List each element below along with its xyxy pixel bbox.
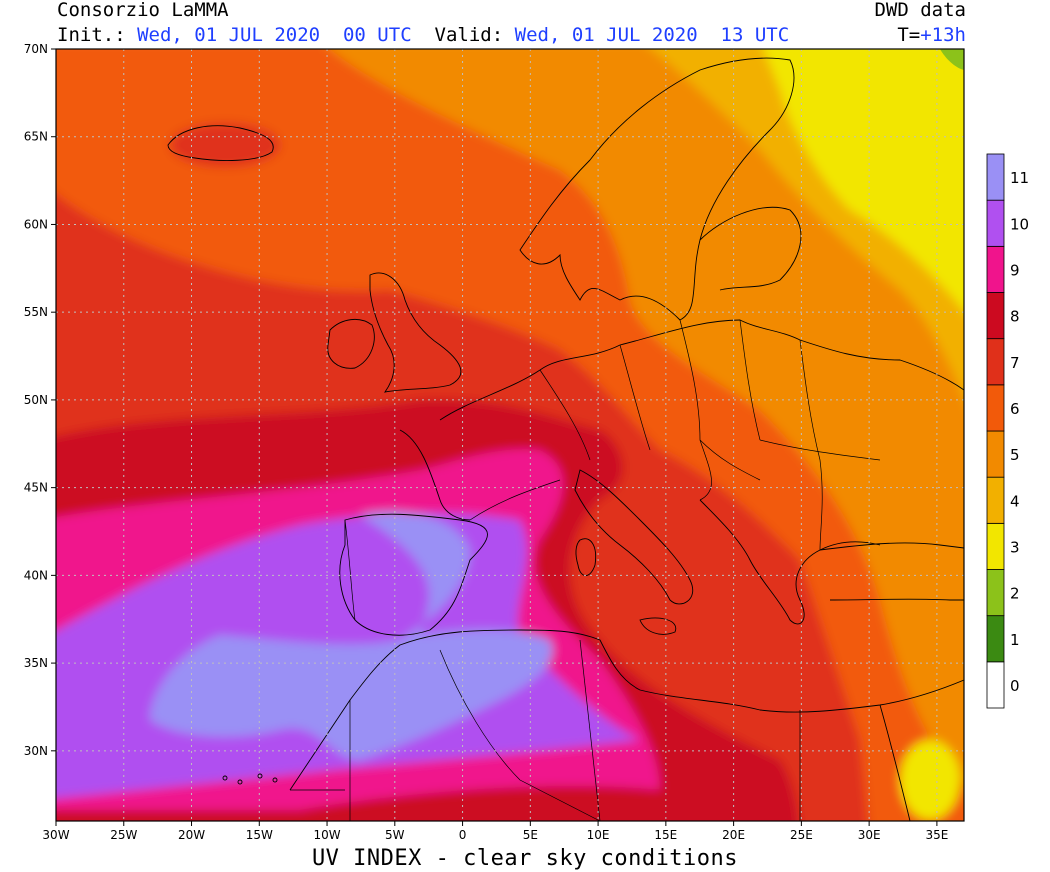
legend-swatch-7	[986, 338, 1005, 386]
lon-tick-label: 30E	[858, 828, 881, 842]
legend-label-7: 7	[1010, 354, 1020, 372]
legend-label-9: 9	[1010, 261, 1020, 279]
latitude-axis: 30N 35N 40N 45N 50N 55N 60N 65N 70N	[24, 42, 56, 758]
uv-index-legend: 0 1 2 3 4 5 6 7 8 9 10 11	[986, 153, 1029, 709]
legend-swatch-4	[986, 476, 1005, 524]
country-borders	[290, 319, 881, 821]
lon-tick-label: 25W	[110, 828, 137, 842]
coastlines	[167, 57, 964, 821]
lat-tick-label: 55N	[24, 305, 48, 319]
valid-label: Valid:	[434, 24, 504, 46]
lon-tick-label: 20E	[722, 828, 745, 842]
organization-title: Consorzio LaMMA	[57, 0, 229, 21]
legend-swatch-5	[986, 430, 1005, 478]
legend-swatch-2	[986, 569, 1005, 617]
legend-label-1: 1	[1010, 631, 1020, 649]
lon-tick-label: 15E	[654, 828, 677, 842]
lon-tick-label: 25E	[790, 828, 813, 842]
longitude-axis: 30W 25W 20W 15W 10W 5W 0 5E 10E 15E 20E 25E 30E 35E	[42, 821, 948, 842]
lat-tick-label: 50N	[24, 393, 48, 407]
lead-time: T=+13h	[897, 24, 966, 46]
uv-field	[56, 49, 964, 821]
legend-label-4: 4	[1010, 492, 1020, 510]
lat-tick-label: 45N	[24, 481, 48, 495]
valid-value: Wed, 01 JUL 2020 13 UTC	[514, 24, 790, 46]
init-value: Wed, 01 JUL 2020 00 UTC	[137, 24, 412, 46]
map-title: UV INDEX - clear sky conditions	[311, 846, 739, 871]
legend-swatch-0	[986, 661, 1005, 709]
data-source: DWD data	[874, 0, 966, 21]
legend-label-5: 5	[1010, 446, 1020, 464]
legend-swatch-10	[986, 199, 1005, 247]
lon-tick-label: 20W	[178, 828, 205, 842]
legend-label-6: 6	[1010, 400, 1020, 418]
lon-tick-label: 15W	[246, 828, 273, 842]
lon-tick-label: 30W	[42, 828, 69, 842]
run-info: Init.: Wed, 01 JUL 2020 00 UTC Valid: We…	[57, 25, 789, 45]
lat-tick-label: 30N	[24, 744, 48, 758]
lat-tick-label: 65N	[24, 130, 48, 144]
legend-label-11: 11	[1010, 169, 1029, 187]
lon-tick-label: 5E	[523, 828, 538, 842]
lat-tick-label: 40N	[24, 568, 48, 582]
legend-swatch-11	[986, 153, 1005, 201]
graticule	[56, 49, 964, 821]
lon-tick-label: 10W	[313, 828, 340, 842]
legend-label-0: 0	[1010, 677, 1020, 695]
map-frame	[55, 48, 965, 822]
lon-tick-label: 0	[459, 828, 467, 842]
legend-label-3: 3	[1010, 538, 1020, 556]
legend-swatch-3	[986, 522, 1005, 570]
lat-tick-label: 70N	[24, 42, 48, 56]
legend-swatch-9	[986, 245, 1005, 293]
legend-swatch-1	[986, 615, 1005, 663]
legend-label-10: 10	[1010, 215, 1029, 233]
legend-label-2: 2	[1010, 585, 1020, 603]
lat-tick-label: 60N	[24, 217, 48, 231]
lat-tick-label: 35N	[24, 656, 48, 670]
lon-tick-label: 5W	[385, 828, 405, 842]
legend-swatch-6	[986, 384, 1005, 432]
lon-tick-label: 35E	[925, 828, 948, 842]
legend-label-8: 8	[1010, 308, 1020, 326]
init-label: Init.:	[57, 24, 126, 46]
lon-tick-label: 10E	[587, 828, 610, 842]
legend-swatch-8	[986, 292, 1005, 340]
